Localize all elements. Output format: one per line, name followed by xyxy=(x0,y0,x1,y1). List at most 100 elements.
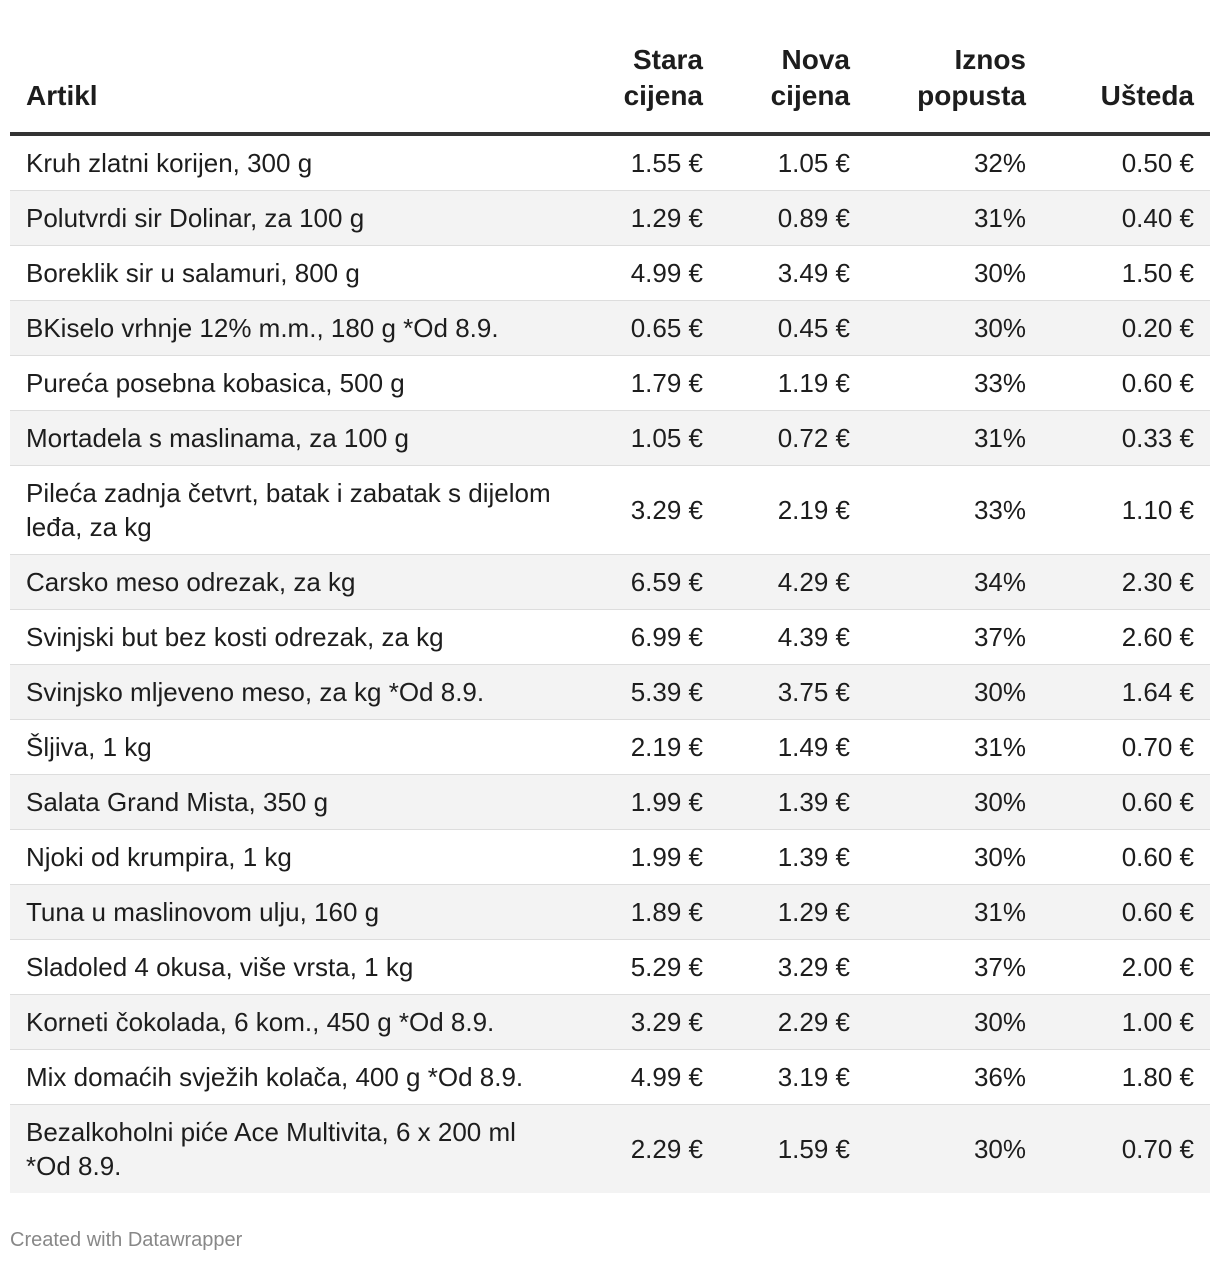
table-row: Carsko meso odrezak, za kg 6.59 €4.29 €34… xyxy=(10,554,1210,610)
cell-usteda: 2.30 € xyxy=(1042,554,1210,610)
table-row: BKiselo vrhnje 12% m.m., 180 g *Od 8.9. 0… xyxy=(10,300,1210,356)
cell-nova-cijena: 1.19 € xyxy=(719,355,866,411)
cell-usteda: 1.00 € xyxy=(1042,994,1210,1050)
datawrapper-credit: Created with Datawrapper xyxy=(10,1229,243,1251)
cell-artikl: Kruh zlatni korijen, 300 g xyxy=(10,134,572,191)
cell-stara-cijena: 4.99 € xyxy=(572,245,719,301)
cell-artikl: Sladoled 4 okusa, više vrsta, 1 kg xyxy=(10,939,572,995)
cell-artikl: Mortadela s maslinama, za 100 g xyxy=(10,410,572,466)
cell-usteda: 2.60 € xyxy=(1042,609,1210,665)
cell-artikl: Boreklik sir u salamuri, 800 g xyxy=(10,245,572,301)
cell-iznos-popusta: 32% xyxy=(866,134,1042,191)
cell-stara-cijena: 4.99 € xyxy=(572,1049,719,1105)
cell-usteda: 0.50 € xyxy=(1042,134,1210,191)
header-label-line: Stara xyxy=(632,44,703,75)
cell-nova-cijena: 3.49 € xyxy=(719,245,866,301)
cell-iznos-popusta: 30% xyxy=(866,300,1042,356)
cell-usteda: 2.00 € xyxy=(1042,939,1210,995)
cell-stara-cijena: 3.29 € xyxy=(572,994,719,1050)
cell-stara-cijena: 3.29 € xyxy=(572,465,719,555)
cell-usteda: 1.10 € xyxy=(1042,465,1210,555)
table-row: Njoki od krumpira, 1 kg 1.99 €1.39 €30% 0.… xyxy=(10,829,1210,885)
cell-iznos-popusta: 30% xyxy=(866,774,1042,830)
cell-artikl: Carsko meso odrezak, za kg xyxy=(10,554,572,610)
cell-iznos-popusta: 30% xyxy=(866,664,1042,720)
cell-usteda: 0.70 € xyxy=(1042,1104,1210,1193)
cell-stara-cijena: 2.29 € xyxy=(572,1104,719,1193)
cell-stara-cijena: 6.99 € xyxy=(572,609,719,665)
cell-usteda: 0.20 € xyxy=(1042,300,1210,356)
cell-iznos-popusta: 37% xyxy=(866,939,1042,995)
cell-stara-cijena: 5.29 € xyxy=(572,939,719,995)
cell-artikl: Salata Grand Mista, 350 g xyxy=(10,774,572,830)
table-row: Pileća zadnja četvrt, batak i zabatak s … xyxy=(10,465,1210,555)
table-row: Korneti čokolada, 6 kom., 450 g *Od 8.9.… xyxy=(10,994,1210,1050)
header-usteda: Ušteda xyxy=(1042,42,1210,136)
cell-usteda: 1.80 € xyxy=(1042,1049,1210,1105)
cell-artikl: Njoki od krumpira, 1 kg xyxy=(10,829,572,885)
price-table-container: Artikl Stara cijena Nova cijena Iznos popusta U… xyxy=(10,42,1210,1193)
cell-nova-cijena: 1.05 € xyxy=(719,134,866,191)
table-row: Sladoled 4 okusa, više vrsta, 1 kg 5.29 €… xyxy=(10,939,1210,995)
cell-iznos-popusta: 37% xyxy=(866,609,1042,665)
cell-usteda: 0.70 € xyxy=(1042,719,1210,775)
header-label-line: cijena xyxy=(770,80,850,111)
cell-artikl: BKiselo vrhnje 12% m.m., 180 g *Od 8.9. xyxy=(10,300,572,356)
table-row: Polutvrdi sir Dolinar, za 100 g 1.29 €0.8… xyxy=(10,190,1210,246)
header-stara-cijena: Stara cijena xyxy=(572,42,719,136)
cell-nova-cijena: 0.89 € xyxy=(719,190,866,246)
cell-stara-cijena: 5.39 € xyxy=(572,664,719,720)
cell-nova-cijena: 3.29 € xyxy=(719,939,866,995)
header-label-line: Artikl xyxy=(26,80,98,111)
cell-usteda: 0.60 € xyxy=(1042,829,1210,885)
cell-stara-cijena: 1.05 € xyxy=(572,410,719,466)
cell-nova-cijena: 3.75 € xyxy=(719,664,866,720)
header-nova-cijena: Nova cijena xyxy=(719,42,866,136)
price-table: Artikl Stara cijena Nova cijena Iznos popusta U… xyxy=(10,42,1210,1193)
cell-usteda: 1.50 € xyxy=(1042,245,1210,301)
cell-stara-cijena: 1.79 € xyxy=(572,355,719,411)
cell-usteda: 0.33 € xyxy=(1042,410,1210,466)
cell-stara-cijena: 6.59 € xyxy=(572,554,719,610)
table-row: Salata Grand Mista, 350 g 1.99 €1.39 €30%… xyxy=(10,774,1210,830)
cell-nova-cijena: 1.39 € xyxy=(719,829,866,885)
cell-artikl: Svinjski but bez kosti odrezak, za kg xyxy=(10,609,572,665)
header-label-line: Ušteda xyxy=(1100,80,1194,111)
cell-nova-cijena: 1.39 € xyxy=(719,774,866,830)
cell-stara-cijena: 1.29 € xyxy=(572,190,719,246)
table-row: Boreklik sir u salamuri, 800 g 4.99 €3.49… xyxy=(10,245,1210,301)
cell-stara-cijena: 2.19 € xyxy=(572,719,719,775)
cell-iznos-popusta: 36% xyxy=(866,1049,1042,1105)
cell-nova-cijena: 1.49 € xyxy=(719,719,866,775)
cell-iznos-popusta: 30% xyxy=(866,1104,1042,1193)
table-row: Mix domaćih svježih kolača, 400 g *Od 8.… xyxy=(10,1049,1210,1105)
cell-nova-cijena: 4.39 € xyxy=(719,609,866,665)
header-iznos-popusta: Iznos popusta xyxy=(866,42,1042,136)
table-body: Kruh zlatni korijen, 300 g 1.55 €1.05 €32… xyxy=(10,134,1210,1193)
cell-stara-cijena: 1.89 € xyxy=(572,884,719,940)
table-row: Svinjski but bez kosti odrezak, za kg 6.9… xyxy=(10,609,1210,665)
cell-usteda: 0.60 € xyxy=(1042,774,1210,830)
cell-iznos-popusta: 33% xyxy=(866,465,1042,555)
cell-usteda: 1.64 € xyxy=(1042,664,1210,720)
cell-nova-cijena: 2.19 € xyxy=(719,465,866,555)
cell-artikl: Korneti čokolada, 6 kom., 450 g *Od 8.9. xyxy=(10,994,572,1050)
cell-stara-cijena: 1.55 € xyxy=(572,134,719,191)
table-row: Bezalkoholni piće Ace Multivita, 6 x 200… xyxy=(10,1104,1210,1193)
table-row: Mortadela s maslinama, za 100 g 1.05 €0.7… xyxy=(10,410,1210,466)
cell-usteda: 0.40 € xyxy=(1042,190,1210,246)
cell-usteda: 0.60 € xyxy=(1042,355,1210,411)
cell-iznos-popusta: 30% xyxy=(866,245,1042,301)
cell-iznos-popusta: 30% xyxy=(866,994,1042,1050)
header-label-line: popusta xyxy=(917,80,1026,111)
cell-nova-cijena: 0.45 € xyxy=(719,300,866,356)
cell-usteda: 0.60 € xyxy=(1042,884,1210,940)
cell-artikl: Pileća zadnja četvrt, batak i zabatak s … xyxy=(10,465,572,555)
cell-artikl: Tuna u maslinovom ulju, 160 g xyxy=(10,884,572,940)
table-row: Šljiva, 1 kg 2.19 €1.49 €31% 0.70 € xyxy=(10,719,1210,775)
cell-nova-cijena: 4.29 € xyxy=(719,554,866,610)
cell-iznos-popusta: 33% xyxy=(866,355,1042,411)
cell-nova-cijena: 3.19 € xyxy=(719,1049,866,1105)
cell-stara-cijena: 1.99 € xyxy=(572,829,719,885)
cell-artikl: Pureća posebna kobasica, 500 g xyxy=(10,355,572,411)
